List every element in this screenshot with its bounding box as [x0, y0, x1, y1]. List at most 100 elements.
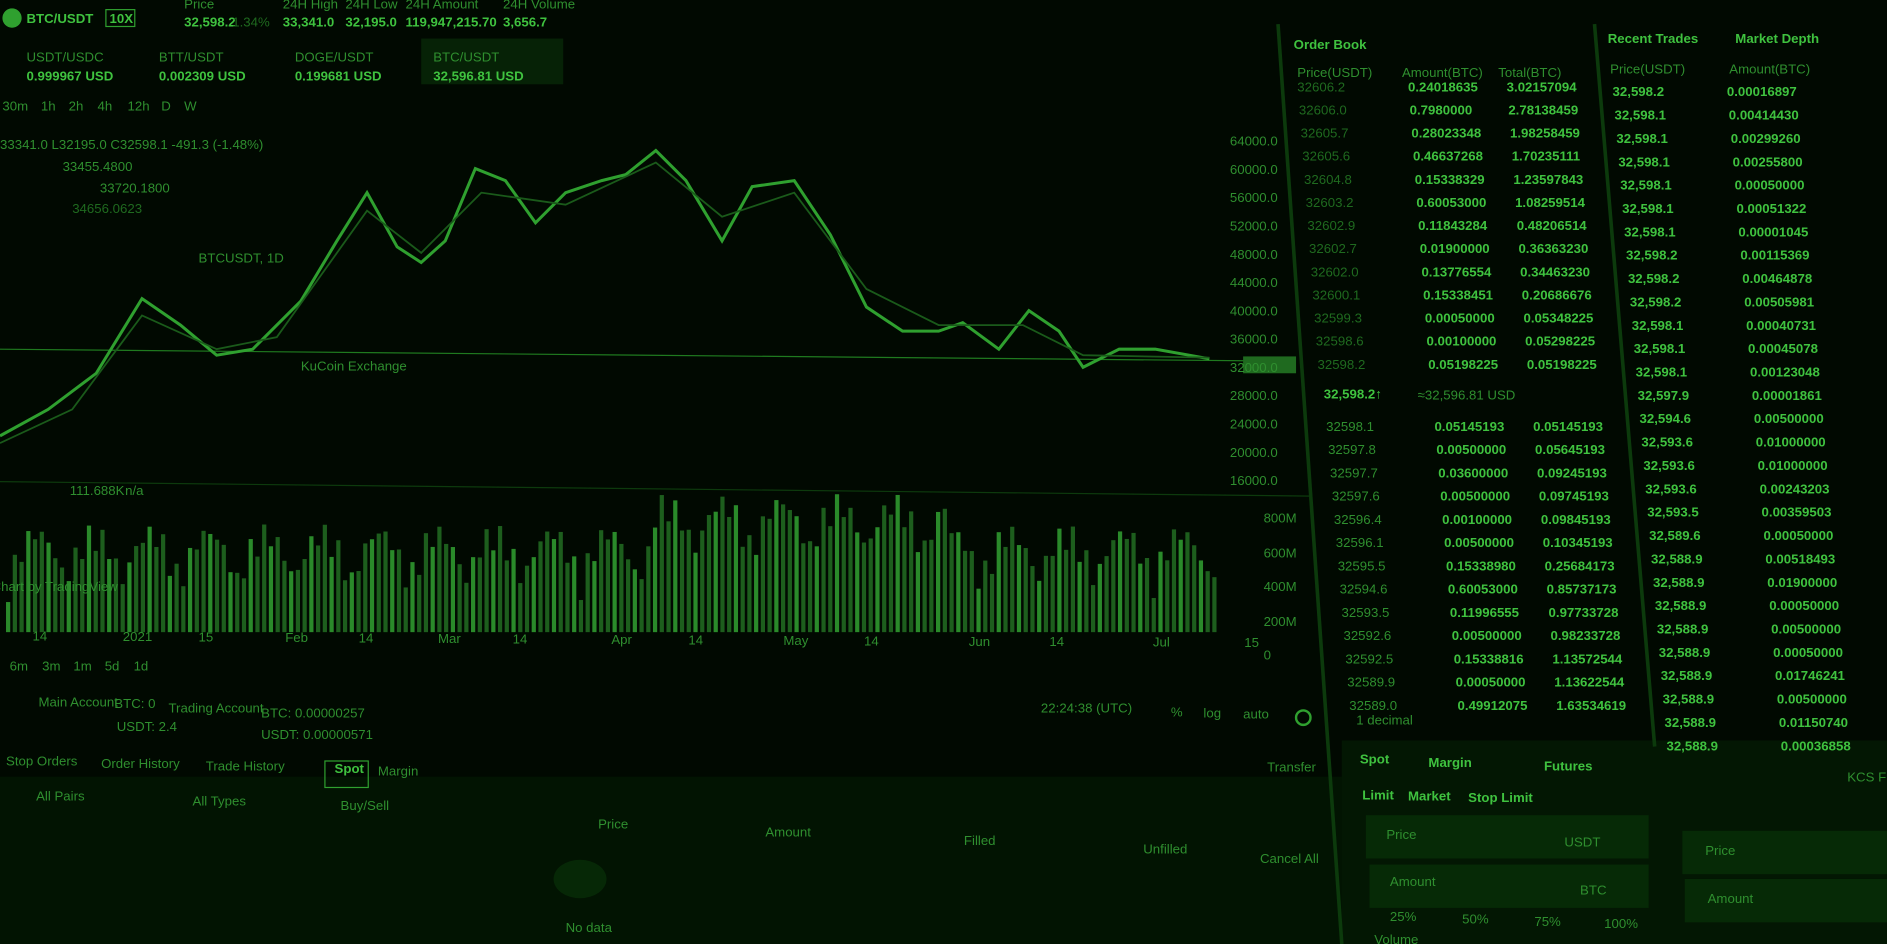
ask-cell: 32603.2: [1306, 195, 1354, 210]
volume-bar: [720, 496, 725, 633]
volume-bar: [679, 530, 685, 633]
price-axis-label: 28000.0: [1230, 388, 1278, 403]
range[interactable]: 3m: [42, 659, 60, 674]
filter[interactable]: All Types: [193, 793, 247, 808]
trade-cell: 0.00050000: [1763, 528, 1833, 543]
trade-tab[interactable]: Futures: [1544, 759, 1593, 774]
range[interactable]: 1d: [134, 659, 149, 674]
order-book-title: Order Book: [1294, 37, 1367, 52]
ask-cell: 32598.2: [1317, 357, 1365, 372]
orders-tab[interactable]: Order History: [101, 756, 180, 771]
orders-tab[interactable]: Trade History: [206, 759, 285, 774]
volume-bar: [976, 588, 981, 633]
tab-pair[interactable]: BTC/USDT: [433, 49, 499, 64]
order-type[interactable]: Market: [1408, 789, 1451, 804]
volume-bar: [1205, 571, 1210, 633]
trade-cell: 0.00505981: [1744, 294, 1814, 309]
percent[interactable]: 25%: [1390, 909, 1417, 924]
indicator: 34656.0623: [72, 201, 142, 216]
interval[interactable]: 1h: [41, 99, 56, 114]
range[interactable]: 1m: [73, 659, 91, 674]
volume-bar: [1084, 550, 1089, 633]
volume-bar: [585, 553, 590, 633]
volume-bar: [174, 563, 179, 633]
volume-bar: [113, 558, 119, 633]
volume-bar: [39, 531, 44, 633]
trade-cell: 32,598.2: [1626, 248, 1678, 263]
tab-pair[interactable]: BTT/USDT: [159, 49, 224, 64]
settings-icon[interactable]: [1294, 709, 1312, 727]
interval[interactable]: D: [161, 99, 171, 114]
volume-bar: [342, 580, 348, 633]
percent[interactable]: 75%: [1534, 914, 1561, 929]
ask-cell: 32602.9: [1307, 218, 1355, 233]
volume-axis-label: 400M: [1264, 579, 1297, 594]
bid-cell: 0.15338980: [1446, 558, 1516, 573]
volume-bar: [646, 546, 651, 633]
price-tag: [1243, 356, 1297, 374]
chart-option[interactable]: auto: [1243, 707, 1269, 722]
trade-cell: 0.00040731: [1746, 318, 1816, 333]
price-axis-label: 44000.0: [1230, 275, 1278, 290]
interval[interactable]: W: [184, 99, 197, 114]
interval[interactable]: 2h: [69, 99, 84, 114]
range[interactable]: 5d: [105, 659, 120, 674]
chart-option[interactable]: log: [1203, 706, 1221, 721]
range[interactable]: 6m: [10, 659, 28, 674]
bid-cell: 32592.5: [1345, 651, 1393, 666]
orders-panel: [0, 776, 1348, 944]
bid-cell: 32592.6: [1343, 628, 1391, 643]
volume-bar: [1037, 580, 1042, 633]
bid-cell: 32589.0: [1349, 698, 1397, 713]
volume-bar: [706, 515, 712, 633]
right-price-input[interactable]: [1682, 830, 1887, 875]
tab-pair[interactable]: DOGE/USDT: [295, 49, 374, 64]
right-amount-input[interactable]: [1684, 878, 1887, 923]
volume-bar: [834, 494, 840, 633]
column-header: Filled: [964, 833, 996, 848]
orders-tab[interactable]: Margin: [378, 763, 418, 778]
interval[interactable]: 30m: [2, 99, 28, 114]
filter[interactable]: All Pairs: [36, 789, 85, 804]
chart-option[interactable]: %: [1171, 704, 1183, 719]
cancel-all[interactable]: Cancel All: [1260, 851, 1319, 866]
volume-bar: [787, 510, 792, 633]
price-axis-label: 40000.0: [1230, 303, 1278, 318]
volume-bar: [652, 527, 658, 633]
percent[interactable]: 100%: [1604, 916, 1638, 931]
price-input[interactable]: [1365, 815, 1649, 859]
order-type[interactable]: Limit: [1362, 787, 1394, 802]
tab-pair[interactable]: USDT/USDC: [26, 49, 104, 64]
trade-cell: 32,598.1: [1634, 341, 1686, 356]
ask-cell: 0.36363230: [1518, 241, 1588, 256]
trade-cell: 0.00518493: [1765, 551, 1835, 566]
volume-bar: [504, 560, 509, 633]
volume-bar: [686, 529, 691, 633]
percent[interactable]: 50%: [1462, 911, 1489, 926]
interval[interactable]: 12h: [128, 99, 150, 114]
time-axis-label: Apr: [611, 632, 632, 647]
orders-tab[interactable]: Spot: [335, 761, 365, 776]
precision[interactable]: 1 decimal: [1356, 713, 1413, 728]
bid-cell: 32595.5: [1338, 558, 1386, 573]
trade-cell: 32,593.6: [1641, 435, 1693, 450]
trade-tab[interactable]: Spot: [1360, 751, 1390, 766]
volume-bar: [120, 584, 125, 633]
amount-input[interactable]: [1369, 864, 1649, 908]
bid-cell: 0.00050000: [1456, 675, 1526, 690]
transfer[interactable]: Transfer: [1267, 760, 1316, 775]
trade-tab[interactable]: Margin: [1428, 755, 1471, 770]
trade-cell: 32,588.9: [1653, 575, 1705, 590]
volume-bar: [1185, 532, 1190, 633]
trades-tab[interactable]: Market Depth: [1735, 31, 1819, 46]
order-type[interactable]: Stop Limit: [1468, 790, 1533, 805]
trades-tab[interactable]: Recent Trades: [1608, 31, 1698, 46]
trade-cell: 32,597.9: [1638, 388, 1690, 403]
orders-tab[interactable]: Stop Orders: [6, 754, 78, 769]
volume-bar: [848, 507, 853, 633]
volume-bar: [1043, 555, 1049, 633]
ask-cell: 3.02157094: [1507, 79, 1578, 94]
bid-cell: 0.25684173: [1545, 558, 1615, 573]
filter[interactable]: Buy/Sell: [341, 798, 390, 813]
interval[interactable]: 4h: [97, 99, 112, 114]
